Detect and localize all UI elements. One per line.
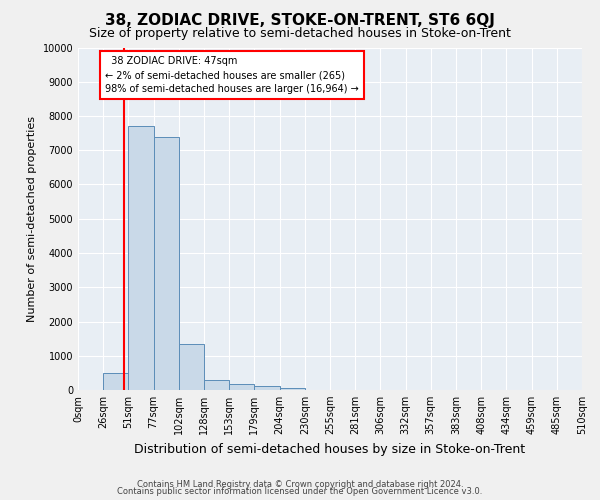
- Text: Contains public sector information licensed under the Open Government Licence v3: Contains public sector information licen…: [118, 487, 482, 496]
- Bar: [128, 126, 154, 390]
- Bar: [179, 344, 204, 390]
- Text: Size of property relative to semi-detached houses in Stoke-on-Trent: Size of property relative to semi-detach…: [89, 28, 511, 40]
- Bar: [280, 388, 305, 390]
- Text: 38, ZODIAC DRIVE, STOKE-ON-TRENT, ST6 6QJ: 38, ZODIAC DRIVE, STOKE-ON-TRENT, ST6 6Q…: [105, 12, 495, 28]
- Bar: [229, 384, 254, 390]
- Y-axis label: Number of semi-detached properties: Number of semi-detached properties: [27, 116, 37, 322]
- Text: 38 ZODIAC DRIVE: 47sqm
← 2% of semi-detached houses are smaller (265)
98% of sem: 38 ZODIAC DRIVE: 47sqm ← 2% of semi-deta…: [105, 56, 359, 94]
- Text: Contains HM Land Registry data © Crown copyright and database right 2024.: Contains HM Land Registry data © Crown c…: [137, 480, 463, 489]
- X-axis label: Distribution of semi-detached houses by size in Stoke-on-Trent: Distribution of semi-detached houses by …: [134, 442, 526, 456]
- Bar: [254, 386, 280, 390]
- Bar: [154, 136, 179, 390]
- Bar: [204, 380, 229, 390]
- Bar: [103, 373, 128, 390]
